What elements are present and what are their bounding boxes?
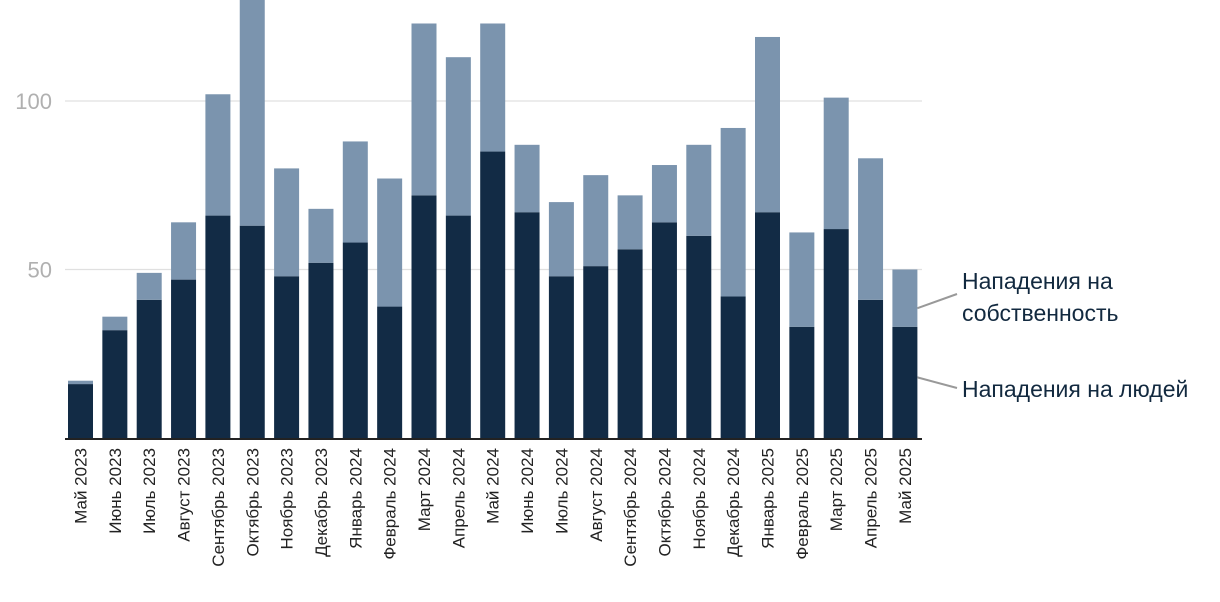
- bar-segment-people: [651, 222, 677, 438]
- x-tick-label: Ноябрь 2024: [690, 448, 709, 550]
- bar-segment-property: [171, 222, 197, 280]
- x-tick-label: Март 2024: [415, 448, 434, 531]
- bar-segment-property: [892, 269, 918, 327]
- bar-segment-property: [789, 232, 815, 327]
- bar-segment-people: [205, 215, 231, 438]
- bar-segment-people: [411, 195, 437, 438]
- bar-segment-people: [445, 215, 471, 438]
- legend-leader-property: [917, 293, 958, 310]
- bar-segment-people: [892, 326, 918, 438]
- x-tick-label: Сентябрь 2024: [621, 448, 640, 567]
- x-tick-label: Май 2024: [484, 448, 503, 524]
- bar-segment-property: [583, 175, 609, 267]
- bar-segment-people: [755, 212, 780, 438]
- legend: Нападения на собственность Нападения на лю…: [917, 268, 1188, 402]
- bar-segment-people: [171, 279, 197, 438]
- bar-segment-people: [308, 262, 334, 438]
- x-tick-label: Август 2023: [175, 448, 194, 542]
- legend-label-people: Нападения на людей: [962, 376, 1188, 402]
- bar-segment-people: [583, 266, 609, 438]
- bar-segment-property: [617, 195, 643, 250]
- y-tick-label: 100: [15, 89, 52, 114]
- x-tick-label: Март 2025: [827, 448, 846, 531]
- x-tick-label: Апрель 2024: [449, 448, 468, 548]
- x-tick-label: Май 2023: [72, 448, 91, 524]
- bar-segment-property: [720, 127, 746, 297]
- x-tick-label: Октябрь 2023: [243, 448, 262, 556]
- bar-segment-property: [274, 168, 300, 277]
- bar-segment-people: [274, 276, 300, 438]
- bar-segment-people: [514, 212, 540, 438]
- bar-segment-property: [480, 23, 506, 152]
- bar-segment-property: [823, 97, 849, 230]
- x-tick-label: Июль 2024: [552, 448, 571, 534]
- legend-label-property: Нападения на: [962, 268, 1113, 294]
- bar-segment-people: [136, 299, 162, 438]
- bar-segment-people: [342, 242, 368, 438]
- bar-segment-people: [720, 296, 746, 438]
- bar-segment-property: [514, 144, 540, 213]
- x-tick-label: Январь 2024: [346, 448, 365, 549]
- bar-segment-property: [445, 57, 471, 216]
- x-tick-label: Апрель 2025: [862, 448, 881, 548]
- bar-segment-people: [617, 249, 643, 438]
- x-tick-label: Август 2024: [587, 448, 606, 542]
- bar-segment-people: [686, 235, 712, 438]
- bar-segment-people: [548, 276, 574, 438]
- x-tick-label: Июнь 2023: [106, 448, 125, 534]
- bar-segment-property: [68, 380, 93, 385]
- legend-leader-people: [917, 376, 958, 389]
- bars: [68, 0, 918, 439]
- bar-segment-people: [789, 326, 815, 438]
- x-tick-label: Июнь 2024: [518, 448, 537, 534]
- x-axis-labels: Май 2023 Июнь 2023 Июль 2023 Август 2023 Сен…: [72, 448, 915, 567]
- x-tick-label: Сентябрь 2023: [209, 448, 228, 567]
- bar-segment-property: [205, 94, 231, 216]
- bar-segment-property: [686, 144, 712, 236]
- x-tick-label: Октябрь 2024: [655, 448, 674, 556]
- bar-segment-property: [755, 36, 780, 213]
- bar-segment-people: [239, 225, 265, 438]
- bar-segment-property: [548, 202, 574, 277]
- bar-segment-property: [102, 316, 128, 331]
- bar-segment-people: [480, 151, 506, 439]
- legend-label-property: собственность: [962, 300, 1118, 326]
- bar-segment-property: [136, 272, 162, 300]
- y-axis-ticks: 50 100: [15, 89, 52, 283]
- bar-segment-property: [411, 23, 437, 196]
- y-tick-label: 50: [28, 258, 52, 283]
- x-tick-label: Январь 2025: [759, 448, 778, 549]
- bar-segment-property: [858, 158, 884, 300]
- x-tick-label: Февраль 2025: [793, 448, 812, 560]
- bar-segment-people: [377, 306, 403, 438]
- bar-segment-property: [377, 178, 403, 307]
- x-tick-label: Декабрь 2023: [312, 448, 331, 557]
- bar-segment-people: [823, 229, 849, 438]
- bar-segment-property: [308, 208, 334, 263]
- x-tick-label: Май 2025: [896, 448, 915, 524]
- x-tick-label: Декабрь 2024: [724, 448, 743, 557]
- x-tick-label: Июль 2023: [140, 448, 159, 534]
- bar-segment-property: [239, 0, 265, 226]
- bar-segment-people: [68, 384, 93, 438]
- bar-segment-property: [342, 141, 368, 243]
- bar-segment-property: [651, 165, 677, 223]
- bar-segment-people: [858, 299, 884, 438]
- x-tick-label: Февраль 2024: [381, 448, 400, 560]
- bar-segment-people: [102, 330, 128, 438]
- x-tick-label: Ноябрь 2023: [278, 448, 297, 550]
